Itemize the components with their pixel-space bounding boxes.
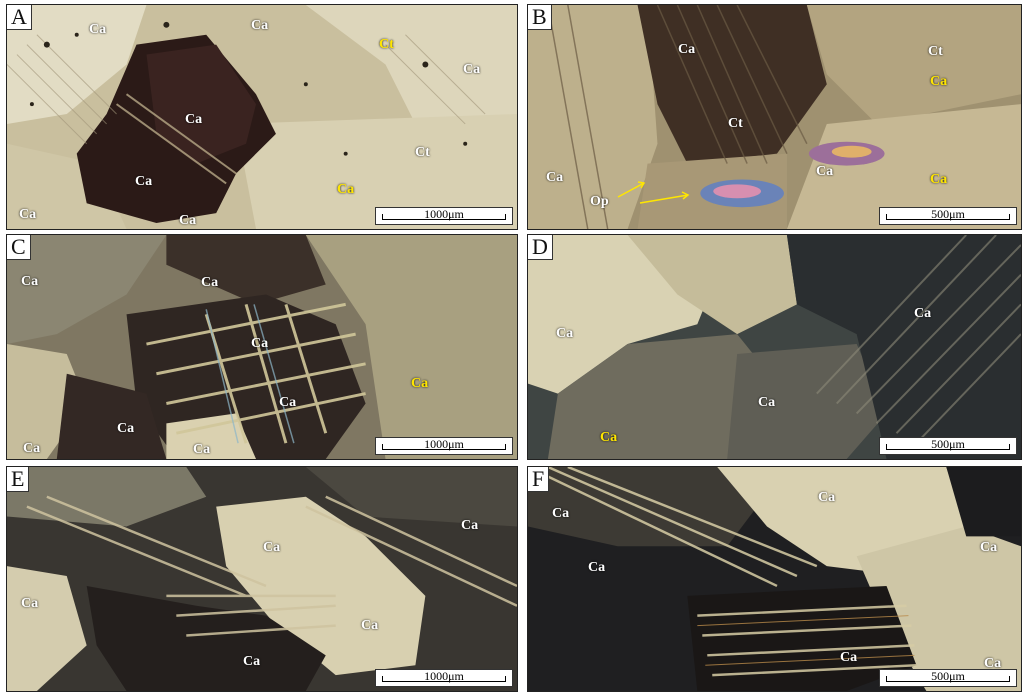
panel-label: D <box>528 235 553 260</box>
scale-label: 500μm <box>931 437 965 451</box>
mineral-label: Op <box>590 194 609 209</box>
micrograph-b <box>528 5 1021 229</box>
mineral-label: Ca <box>984 656 1002 671</box>
panel-d: D Ca Ca Ca Ca 500μm <box>527 234 1022 460</box>
scale-bar: 1000μm <box>375 207 513 225</box>
mineral-label: Ca <box>840 650 858 665</box>
mineral-label: Ca <box>23 441 41 456</box>
panel-label: E <box>7 467 30 492</box>
mineral-label: Ca <box>21 596 39 611</box>
mineral-label: Ca <box>588 560 606 575</box>
scale-label: 1000μm <box>424 207 464 221</box>
mineral-label: Ca <box>337 182 355 197</box>
panel-label: F <box>528 467 550 492</box>
mineral-label: Ca <box>600 430 618 445</box>
mineral-label: Ca <box>185 112 203 127</box>
panel-f: F Ca Ca Ca Ca Ca Ca 500μm <box>527 466 1022 692</box>
mineral-label: Ca <box>201 275 219 290</box>
mineral-label: Ca <box>463 62 481 77</box>
scale-label: 500μm <box>931 669 965 683</box>
mineral-label: Ca <box>251 336 269 351</box>
mineral-label: Ca <box>980 540 998 555</box>
scale-bar: 500μm <box>879 437 1017 455</box>
mineral-label: Ct <box>928 44 943 59</box>
micrograph-d <box>528 235 1021 459</box>
panel-a: A Ca Ca Ct Ca Ca Ct Ca Ca Ca Ca 1000μm <box>6 4 518 230</box>
scale-bar: 1000μm <box>375 437 513 455</box>
scale-label: 1000μm <box>424 437 464 451</box>
mineral-label: Ct <box>728 116 743 131</box>
mineral-label: Ca <box>179 213 197 228</box>
mineral-label: Ca <box>279 395 297 410</box>
scale-label: 500μm <box>931 207 965 221</box>
mineral-label: Ca <box>243 654 261 669</box>
mineral-label: Ca <box>556 326 574 341</box>
mineral-label: Ca <box>758 395 776 410</box>
panel-e: E Ca Ca Ca Ca Ca 1000μm <box>6 466 518 692</box>
mineral-label: Ca <box>818 490 836 505</box>
mineral-label: Ca <box>135 174 153 189</box>
mineral-label: Ca <box>19 207 37 222</box>
scale-bar: 1000μm <box>375 669 513 687</box>
panel-b: B Ca Ct Ca Ct Ca Ca Op Ca 500μm <box>527 4 1022 230</box>
mineral-label: Ca <box>552 506 570 521</box>
mineral-label: Ca <box>89 22 107 37</box>
mineral-label: Ca <box>411 376 429 391</box>
mineral-label: Ct <box>415 145 430 160</box>
mineral-label: Ca <box>930 172 948 187</box>
mineral-label: Ca <box>461 518 479 533</box>
scale-bar: 500μm <box>879 669 1017 687</box>
mineral-label: Ct <box>379 37 394 52</box>
mineral-label: Ca <box>914 306 932 321</box>
panel-label: C <box>7 235 31 260</box>
mineral-label: Ca <box>546 170 564 185</box>
scale-label: 1000μm <box>424 669 464 683</box>
micrograph-a <box>7 5 517 229</box>
arrow-indicator <box>617 181 690 204</box>
mineral-label: Ca <box>251 18 269 33</box>
micrograph-e <box>7 467 517 691</box>
mineral-label: Ca <box>193 442 211 457</box>
mineral-label: Ca <box>361 618 379 633</box>
mineral-label: Ca <box>678 42 696 57</box>
mineral-label: Ca <box>263 540 281 555</box>
mineral-label: Ca <box>930 74 948 89</box>
scale-bar: 500μm <box>879 207 1017 225</box>
panel-c: C Ca Ca Ca Ca Ca Ca Ca Ca 1000μm <box>6 234 518 460</box>
mineral-label: Ca <box>816 164 834 179</box>
panel-label: B <box>528 5 552 30</box>
panel-label: A <box>7 5 32 30</box>
micrograph-c <box>7 235 517 459</box>
mineral-label: Ca <box>117 421 135 436</box>
micrograph-f <box>528 467 1021 691</box>
mineral-label: Ca <box>21 274 39 289</box>
